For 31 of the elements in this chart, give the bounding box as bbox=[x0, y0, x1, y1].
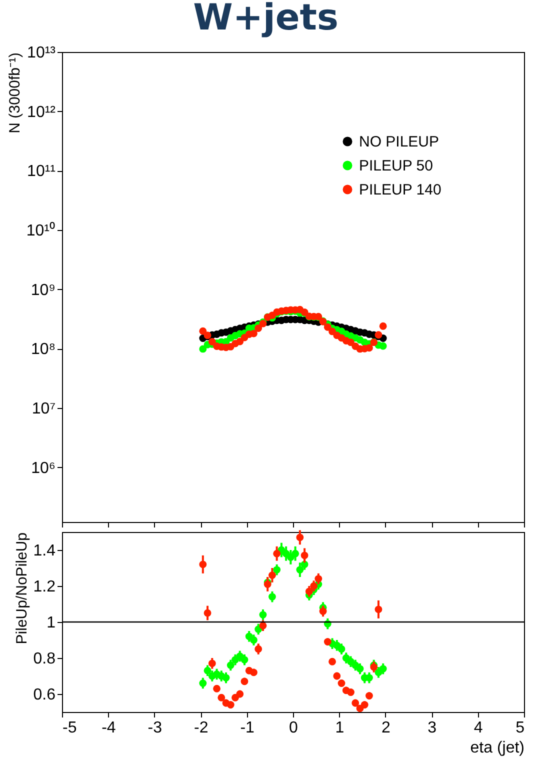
x-tick-label: 1 bbox=[335, 720, 344, 736]
y-tick-label: 10⁸ bbox=[30, 341, 56, 358]
y-tick-label: 0.8 bbox=[33, 650, 56, 668]
y-tick-label: 10¹⁰ bbox=[26, 222, 56, 240]
y-tick-label: 10⁹ bbox=[30, 282, 56, 299]
x-tick-label: -4 bbox=[102, 720, 116, 736]
y-tick-label: 0.6 bbox=[33, 686, 56, 704]
y-axis-title: PileUp/NoPileUp bbox=[13, 532, 30, 644]
y-tick-label: 10⁶ bbox=[31, 460, 56, 477]
x-tick-label: -5 bbox=[62, 720, 77, 736]
legend-label: PILEUP 140 bbox=[359, 182, 442, 198]
chart-title: W+jets bbox=[193, 0, 338, 38]
y-tick-label: 10¹² bbox=[27, 104, 56, 121]
x-tick-label: 3 bbox=[428, 720, 437, 736]
y-tick-label: 1.4 bbox=[33, 542, 56, 560]
legend-label: NO PILEUP bbox=[359, 134, 440, 150]
y-tick-label: 1 bbox=[46, 614, 56, 632]
x-tick-label: -2 bbox=[194, 720, 208, 736]
y-tick-label: 10¹³ bbox=[27, 44, 56, 62]
x-axis-title: eta (jet) bbox=[470, 740, 524, 756]
y-axis-title: N (3000fb⁻¹) bbox=[6, 52, 24, 134]
y-tick-label: 10⁷ bbox=[32, 400, 56, 418]
x-tick-label: 5 bbox=[516, 720, 525, 736]
x-tick-label: 0 bbox=[289, 720, 298, 736]
x-tick-label: -3 bbox=[148, 720, 162, 736]
x-tick-label: 4 bbox=[474, 720, 483, 736]
y-tick-label: 10¹¹ bbox=[27, 163, 56, 180]
x-tick-label: -1 bbox=[240, 720, 255, 736]
legend-label: PILEUP 50 bbox=[359, 158, 433, 174]
x-tick-label: 2 bbox=[381, 720, 390, 736]
y-tick-label: 1.2 bbox=[33, 578, 56, 596]
